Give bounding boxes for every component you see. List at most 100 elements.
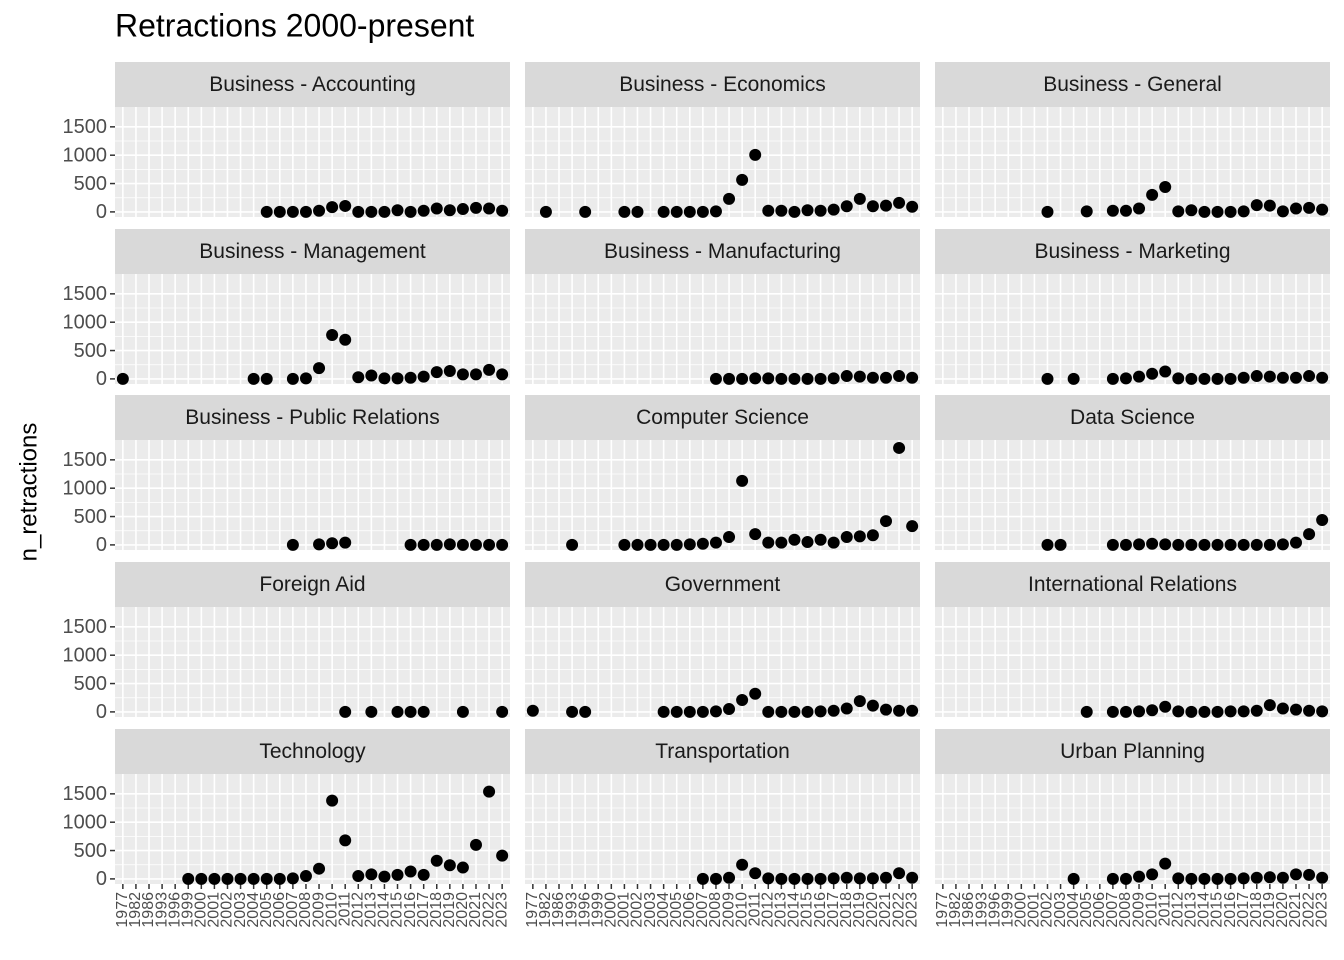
point (579, 705, 592, 718)
x-tick-label: 2023 (903, 892, 920, 928)
x-tick-label: 2008 (707, 892, 724, 928)
point (1185, 705, 1198, 718)
x-tick-label: 2021 (1287, 892, 1304, 928)
x-tick-label: 2014 (376, 892, 393, 928)
point (1276, 871, 1289, 884)
point (788, 372, 801, 385)
point (1067, 372, 1080, 385)
point (762, 372, 775, 385)
x-tick-label: 1993 (563, 892, 580, 928)
strip (115, 62, 510, 107)
y-tick-label: 1500 (63, 449, 108, 471)
point (723, 703, 736, 716)
point (749, 148, 762, 161)
panel (525, 774, 920, 884)
point (814, 372, 827, 385)
x-tick-label: 2006 (271, 892, 288, 928)
point (1119, 538, 1132, 551)
point (893, 196, 906, 209)
point (1316, 871, 1329, 884)
point (1198, 872, 1211, 885)
point (430, 538, 443, 551)
x-tick-label: 2015 (1209, 892, 1226, 928)
x-tick-label: 2019 (851, 892, 868, 928)
point (1263, 699, 1276, 712)
point (1198, 205, 1211, 218)
point (1159, 538, 1172, 551)
x-tick-label: 2018 (428, 892, 445, 928)
x-tick-label: 2019 (1261, 892, 1278, 928)
x-tick-label: 2002 (629, 892, 646, 928)
x-tick-label: 2015 (389, 892, 406, 928)
point (683, 705, 696, 718)
point (670, 205, 683, 218)
point (736, 173, 749, 186)
x-tick-label: 1977 (524, 892, 541, 928)
x-tick-label: 2013 (363, 892, 380, 928)
y-tick-label: 1000 (63, 811, 108, 833)
point (430, 202, 443, 215)
point (1263, 871, 1276, 884)
facet-label: Technology (259, 740, 366, 763)
x-tick-label: 2022 (480, 892, 497, 928)
x-tick-label: 2020 (1274, 892, 1291, 928)
x-tick-label: 2004 (245, 892, 262, 928)
point (1303, 370, 1316, 383)
point (483, 785, 496, 798)
strip (525, 562, 920, 607)
y-tick-label: 0 (96, 701, 107, 723)
point (1303, 704, 1316, 717)
point (762, 536, 775, 549)
chart-title: Retractions 2000-present (115, 7, 474, 43)
point (365, 705, 378, 718)
point (1211, 372, 1224, 385)
strip (115, 395, 510, 440)
x-tick-label: 2002 (1039, 892, 1056, 928)
point (853, 370, 866, 383)
x-tick-label: 1977 (934, 892, 951, 928)
point (840, 702, 853, 715)
point (657, 538, 670, 551)
point (1289, 371, 1302, 384)
point (788, 705, 801, 718)
point (879, 515, 892, 528)
point (657, 205, 670, 218)
point (683, 205, 696, 218)
x-tick-label: 2018 (838, 892, 855, 928)
point (1133, 202, 1146, 215)
point (456, 203, 469, 216)
x-tick-label: 2000 (193, 892, 210, 928)
panel (115, 107, 510, 217)
point (1303, 201, 1316, 214)
point (827, 203, 840, 216)
point (893, 441, 906, 454)
point (1198, 372, 1211, 385)
x-tick-label: 2011 (746, 892, 763, 927)
point (709, 705, 722, 718)
point (827, 704, 840, 717)
point (814, 204, 827, 217)
point (866, 529, 879, 542)
point (1106, 872, 1119, 885)
facet-label: Business - Public Relations (185, 406, 439, 429)
point (775, 705, 788, 718)
point (182, 872, 195, 885)
point (866, 200, 879, 213)
point (1146, 537, 1159, 550)
point (1263, 370, 1276, 383)
x-tick-label: 1999 (589, 892, 606, 928)
point (1289, 202, 1302, 215)
point (1106, 372, 1119, 385)
point (906, 371, 919, 384)
point (260, 205, 273, 218)
y-tick-label: 1500 (63, 116, 108, 138)
point (1106, 705, 1119, 718)
point (801, 372, 814, 385)
point (879, 371, 892, 384)
point (1146, 868, 1159, 881)
point (1211, 705, 1224, 718)
point (1133, 370, 1146, 383)
x-tick-label: 2020 (454, 892, 471, 928)
point (1211, 205, 1224, 218)
point (814, 533, 827, 546)
